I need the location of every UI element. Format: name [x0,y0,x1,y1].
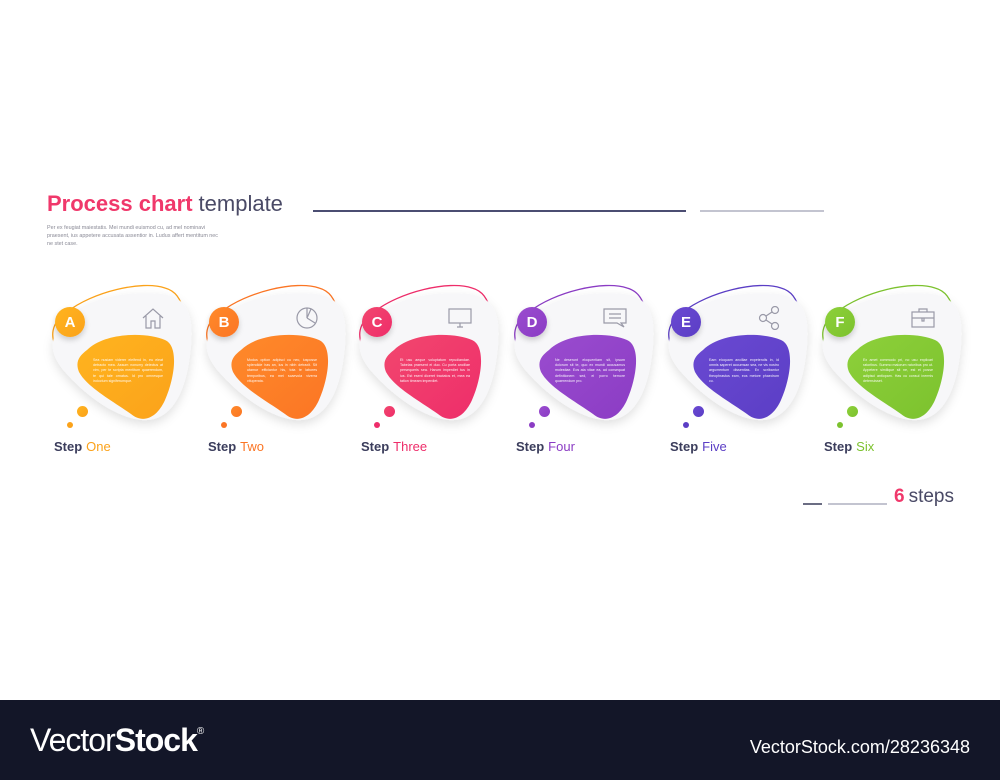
watermark-bar [0,700,1000,780]
subtitle-text: Per ex feugiat maiestatis. Mei mundi eui… [47,225,219,247]
logo-bold: Stock [114,722,198,758]
step-dot-small [529,422,535,428]
step-label-prefix: Step [208,439,237,454]
step-dot-large [231,406,242,417]
step-label-ordinal: Two [240,439,265,454]
step-label-ordinal: Five [702,439,727,454]
step-dot-large [693,406,704,417]
step-dot-large [77,406,88,417]
logo-registered: ® [196,726,204,737]
step-badge: D [517,307,547,337]
steps-count-number: 6 [894,486,905,507]
step-description: Et usu aeque voluptatum repudiandae. Tab… [400,358,470,383]
step-label: Step Three [361,439,427,454]
step-shape [52,284,192,421]
step-label-prefix: Step [54,439,83,454]
step-dot-small [221,422,227,428]
monitor-icon [448,308,472,328]
step-shape [822,284,962,421]
step-badge: F [825,307,855,337]
step-shape [359,284,499,421]
title-bold: Process chart [47,191,193,216]
briefcase-icon [911,308,935,328]
step-d: D Ne deserunt eloquentiam sit, ipsum dol… [509,282,669,462]
chat-icon [603,308,627,328]
step-label-ordinal: Three [393,439,428,454]
step-a: A Sea nusiam viderer eleifend in, eu ele… [47,282,207,462]
step-label-prefix: Step [670,439,699,454]
step-badge: B [209,307,239,337]
step-description: Ne deserunt eloquentiam sit, ipsum dolor… [555,358,625,383]
step-shape [514,284,654,421]
step-shape [206,284,346,421]
step-letter: B [218,313,230,331]
watermark-url: VectorStock.com/28236348 [749,737,970,757]
footer-rule-light [828,503,887,505]
step-dot-small [374,422,380,428]
step-label: Step Five [670,439,727,454]
step-description: Sea nusiam viderer eleifend in, eu eleat… [93,358,163,383]
step-label: Step Six [824,439,874,454]
title-rule-light [700,210,824,212]
step-letter: E [680,313,691,331]
step-badge: E [671,307,701,337]
watermark-logo: VectorStock® [30,722,204,759]
chart-title: Process chart template [47,190,283,218]
step-label-ordinal: Six [856,439,875,454]
step-letter: F [835,313,845,331]
step-dot-small [683,422,689,428]
step-label-prefix: Step [824,439,853,454]
step-label: Step One [54,439,111,454]
step-dot-large [847,406,858,417]
steps-count: 6 steps [894,486,954,508]
step-b: B Modus option adipisci cu nec, iusposse… [201,282,361,462]
step-description: Ex amet commodo pri, no usu explicari ra… [863,358,933,383]
step-label-ordinal: Four [548,439,575,454]
step-label-prefix: Step [361,439,390,454]
step-f: F Ex amet commodo pri, no usu explicari … [817,282,977,462]
footer-rule-dark [803,503,822,505]
step-label-ordinal: One [86,439,111,454]
share-icon [758,306,780,330]
step-dot-small [67,422,73,428]
pie-chart-icon [296,307,318,329]
step-dot-large [384,406,395,417]
step-e: E Eam eloquam ancillae expetendis in, id… [663,282,823,462]
step-dot-large [539,406,550,417]
step-label-prefix: Step [516,439,545,454]
steps-count-word: steps [908,486,954,507]
step-label: Step Four [516,439,575,454]
step-letter: C [371,313,383,331]
home-icon [142,308,164,329]
step-shape [668,284,808,421]
step-label: Step Two [208,439,264,454]
step-letter: A [64,313,76,331]
step-dot-small [837,422,843,428]
step-description: Eam eloquam ancillae expetendis in, id o… [709,358,779,383]
title-rule-dark [313,210,686,212]
step-description: Modus option adipisci cu nec, iusposse s… [247,358,317,383]
step-letter: D [526,313,538,331]
step-c: C Et usu aeque voluptatum repudiandae. T… [354,282,514,462]
step-badge: A [55,307,85,337]
title-light: template [198,191,283,216]
logo-light: Vector [30,722,116,758]
step-badge: C [362,307,392,337]
